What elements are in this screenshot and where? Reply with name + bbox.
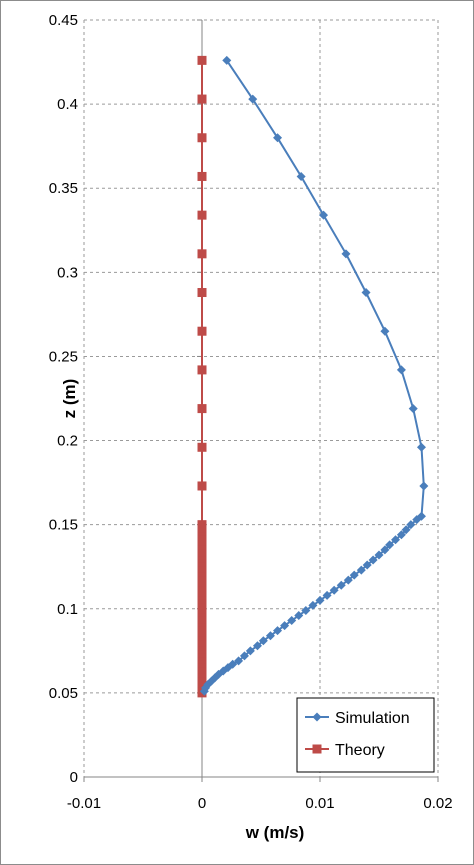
data-point bbox=[380, 326, 390, 336]
series-simulation bbox=[199, 55, 429, 696]
data-point bbox=[308, 600, 318, 610]
legend-label: Simulation bbox=[335, 710, 410, 727]
x-tick-label: 0 bbox=[198, 795, 206, 812]
data-point bbox=[301, 605, 311, 615]
legend-swatch-marker bbox=[312, 744, 322, 754]
data-point bbox=[380, 545, 390, 555]
data-point bbox=[362, 560, 372, 570]
y-axis-title: z (m) bbox=[60, 379, 79, 419]
data-point bbox=[416, 511, 426, 521]
data-point bbox=[280, 621, 290, 631]
y-tick-label: 0.4 bbox=[57, 96, 78, 113]
data-point bbox=[197, 133, 207, 143]
data-point bbox=[197, 288, 207, 298]
data-point bbox=[356, 565, 366, 575]
data-point bbox=[228, 659, 238, 669]
y-tick-label: 0.15 bbox=[49, 517, 78, 534]
data-point bbox=[406, 520, 416, 530]
legend: Simulation Theory bbox=[296, 697, 435, 773]
data-point bbox=[197, 210, 207, 220]
y-tick-label: 0.45 bbox=[49, 12, 78, 29]
data-point bbox=[287, 616, 297, 626]
data-point bbox=[197, 365, 207, 375]
x-axis-title: w (m/s) bbox=[245, 823, 305, 842]
data-point bbox=[343, 575, 353, 585]
legend-label: Theory bbox=[335, 742, 385, 759]
data-point bbox=[245, 646, 255, 656]
data-point bbox=[197, 404, 207, 414]
data-point bbox=[197, 55, 207, 65]
data-point bbox=[391, 535, 401, 545]
data-point bbox=[273, 133, 283, 143]
data-point bbox=[296, 171, 306, 181]
data-point bbox=[385, 540, 395, 550]
series-theory bbox=[197, 55, 207, 698]
data-point bbox=[234, 656, 244, 666]
data-point bbox=[408, 404, 418, 414]
data-point bbox=[197, 326, 207, 336]
y-tick-label: 0.05 bbox=[49, 685, 78, 702]
data-point bbox=[368, 555, 378, 565]
data-point bbox=[265, 631, 275, 641]
y-tick-label: 0.2 bbox=[57, 433, 78, 450]
data-point bbox=[319, 210, 329, 220]
data-point bbox=[197, 171, 207, 181]
y-tick-label: 0.25 bbox=[49, 348, 78, 365]
data-point bbox=[197, 94, 207, 104]
y-tick-label: 0.3 bbox=[57, 264, 78, 281]
data-point bbox=[401, 525, 411, 535]
data-point bbox=[273, 626, 283, 636]
series-line-simulation bbox=[203, 59, 425, 692]
plot-series bbox=[197, 55, 429, 698]
data-point bbox=[374, 550, 384, 560]
data-point bbox=[252, 641, 262, 651]
data-point bbox=[222, 55, 232, 65]
data-point bbox=[248, 94, 258, 104]
y-tick-label: 0 bbox=[70, 769, 78, 786]
data-point bbox=[197, 442, 207, 452]
data-point bbox=[315, 595, 325, 605]
x-tick-label: -0.01 bbox=[67, 795, 101, 812]
data-point bbox=[361, 288, 371, 298]
x-tick-label: 0.02 bbox=[423, 795, 452, 812]
y-tick-label: 0.35 bbox=[49, 180, 78, 197]
data-point bbox=[294, 611, 304, 621]
data-point bbox=[329, 585, 339, 595]
data-point bbox=[197, 249, 207, 259]
data-point bbox=[239, 651, 249, 661]
legend-swatch-marker bbox=[312, 712, 322, 722]
legend-item-theory: Theory bbox=[305, 742, 385, 759]
data-point bbox=[258, 636, 268, 646]
data-point bbox=[349, 570, 359, 580]
data-point bbox=[197, 520, 207, 530]
data-point bbox=[419, 481, 429, 491]
axes bbox=[83, 19, 439, 782]
data-point bbox=[396, 365, 406, 375]
data-point bbox=[396, 530, 406, 540]
data-point bbox=[336, 580, 346, 590]
data-point bbox=[416, 442, 426, 452]
grid-lines bbox=[83, 19, 439, 777]
y-tick-label: 0.1 bbox=[57, 601, 78, 618]
tick-labels: -0.01 0 0.01 0.02 0 0.05 0.1 0.15 0.2 0.25 0.3 0.35… bbox=[49, 12, 453, 812]
data-point bbox=[341, 249, 351, 259]
data-point bbox=[322, 590, 332, 600]
legend-box bbox=[296, 697, 435, 773]
x-tick-label: 0.01 bbox=[305, 795, 334, 812]
legend-item-simulation: Simulation bbox=[305, 710, 410, 727]
data-point bbox=[197, 481, 207, 491]
